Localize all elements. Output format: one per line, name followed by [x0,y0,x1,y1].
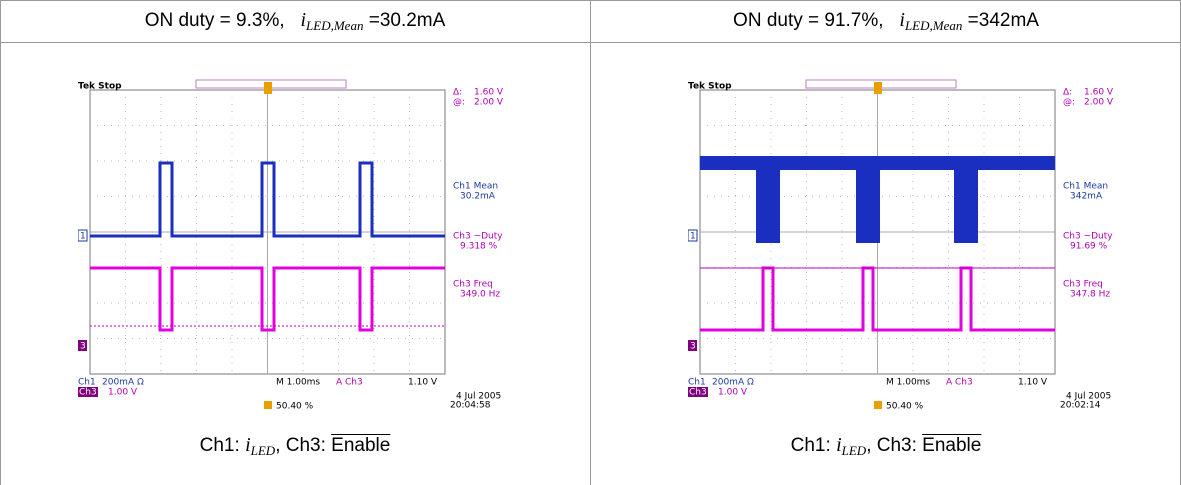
header-value: =342mA [968,10,1039,31]
ch3-label: Ch3 [79,388,97,398]
at: @: [453,98,465,108]
column-border [590,0,591,485]
delta-value: 1.60 V [474,88,504,98]
caption-ch1: Ch1: [791,435,831,456]
ch1-scale: 200mA Ω [102,378,144,388]
subscript: LED [842,443,867,458]
freq-label: Ch3 Freq [453,280,493,290]
ch1-marker: 1 [690,232,696,242]
freq-value: 347.8 Hz [1070,290,1110,300]
signal: Enable [922,435,981,456]
delta-value: 1.60 V [1084,88,1114,98]
header-label: ON duty = 9.3%, [145,10,285,31]
ch1-label: Ch1 [688,378,706,388]
ch3-label: Ch3 [689,388,707,398]
duty-value: 9.318 % [460,242,498,252]
at-value: 2.00 V [474,98,504,108]
position-box [874,401,882,409]
timebase: M 1.00ms [276,378,320,388]
position-box [264,401,272,409]
ch3-marker: 3 [80,342,86,352]
header-label: ON duty = 91.7%, [733,10,884,31]
delta: Δ: [1063,88,1072,98]
ch1-scale: 200mA Ω [712,378,754,388]
trigger-level: 1.10 V [408,378,438,388]
position: 50.40 % [886,402,924,412]
freq-label: Ch3 Freq [1063,280,1103,290]
ch1-marker: 1 [80,232,86,242]
ch3-marker: 3 [690,342,696,352]
table-border [0,0,1,485]
document: ON duty = 9.3%, iLED,Mean =30.2mA Ch1: iL… [0,0,1181,485]
subscript: LED,Mean [905,18,962,33]
timebase: M 1.00ms [886,378,930,388]
oscilloscope: Tek Stop 1 3 Δ: 1.60 V @: 2.00 V Ch1 Mean30.2mA… [78,78,548,418]
caption-ch1: Ch1: [200,435,240,456]
ch3-scale: 1.00 V [718,388,748,398]
mean-value: 342mA [1070,192,1103,202]
status: Tek Stop [688,82,732,92]
caption-cell: Ch1: iLED, Ch3: Enable [591,434,1181,459]
header-value: =30.2mA [369,10,446,31]
freq-value: 349.0 Hz [460,290,500,300]
ch1-label: Ch1 [78,378,96,388]
header-cell: ON duty = 9.3%, iLED,Mean =30.2mA [0,9,590,34]
signal: Enable [331,435,390,456]
trigger-marker [874,82,882,94]
mean-label: Ch1 Mean [453,182,498,192]
status: Tek Stop [78,82,122,92]
mean-label: Ch1 Mean [1063,182,1108,192]
header-cell: ON duty = 91.7%, iLED,Mean =342mA [591,9,1181,34]
mean-value: 30.2mA [460,192,496,202]
duty-label: Ch3 −Duty [1063,232,1113,242]
caption-ch3: , Ch3: [866,435,917,456]
caption-ch3: , Ch3: [275,435,326,456]
duty-label: Ch3 −Duty [453,232,503,242]
time: 20:02:14 [1060,401,1101,411]
trigger-marker [264,82,272,94]
delta: Δ: [453,88,462,98]
duty-value: 91.69 % [1070,242,1108,252]
subscript: LED [251,443,276,458]
time: 20:04:58 [450,401,491,411]
trigger-level: 1.10 V [1018,378,1048,388]
caption-cell: Ch1: iLED, Ch3: Enable [0,434,590,459]
ch3-scale: 1.00 V [108,388,138,398]
at: @: [1063,98,1075,108]
trigger: A Ch3 [336,378,363,388]
position: 50.40 % [276,402,314,412]
trigger: A Ch3 [946,378,973,388]
at-value: 2.00 V [1084,98,1114,108]
subscript: LED,Mean [306,18,363,33]
